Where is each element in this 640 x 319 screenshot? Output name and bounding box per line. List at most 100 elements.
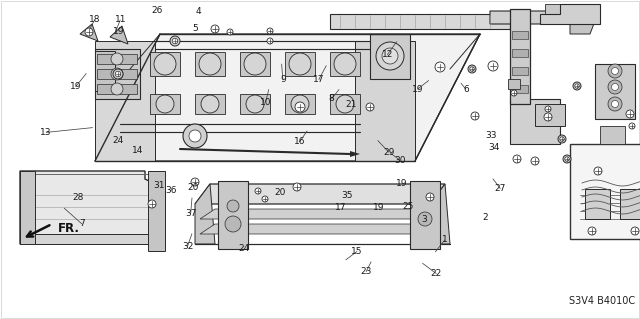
Text: 25: 25 [403,202,414,211]
Polygon shape [20,171,35,244]
Text: 17: 17 [335,204,346,212]
Circle shape [189,130,201,142]
Polygon shape [620,189,640,219]
Circle shape [608,80,622,94]
Polygon shape [80,24,98,41]
Text: 10: 10 [260,98,271,107]
Polygon shape [570,21,595,34]
Circle shape [629,123,635,129]
Text: 1: 1 [442,235,447,244]
Polygon shape [430,184,450,244]
Bar [97,54,137,64]
Bar [97,69,137,79]
Bar [512,85,528,93]
Text: 20: 20 [188,183,199,192]
Circle shape [611,84,618,91]
Polygon shape [195,184,445,204]
Polygon shape [545,4,598,19]
Polygon shape [330,14,510,29]
Text: 20: 20 [275,188,286,197]
Text: 19: 19 [373,204,385,212]
Polygon shape [95,51,115,91]
Circle shape [170,36,180,46]
Polygon shape [110,26,128,44]
Polygon shape [20,234,165,244]
Polygon shape [355,41,415,161]
Circle shape [545,106,551,112]
Circle shape [111,83,123,95]
Text: 30: 30 [394,156,406,165]
Text: 28: 28 [72,193,84,202]
Text: 24: 24 [113,137,124,145]
Text: 36: 36 [166,186,177,195]
Text: 14: 14 [132,146,143,155]
Circle shape [513,155,521,163]
Circle shape [227,200,239,212]
Circle shape [631,227,639,235]
Text: 34: 34 [488,143,500,152]
Text: 33: 33 [486,131,497,140]
Bar [512,49,528,57]
Text: 12: 12 [381,50,393,59]
Polygon shape [200,209,440,219]
Text: 21: 21 [345,100,356,109]
Text: 8: 8 [329,94,334,103]
Text: 2: 2 [483,213,488,222]
Circle shape [608,97,622,111]
Circle shape [156,95,174,113]
Circle shape [183,124,207,148]
Polygon shape [595,64,635,119]
Polygon shape [585,189,610,219]
Circle shape [611,68,618,75]
Circle shape [191,178,199,186]
Polygon shape [350,151,360,157]
Polygon shape [195,94,225,114]
Polygon shape [240,94,270,114]
Text: 6: 6 [463,85,468,94]
Text: 23: 23 [360,267,372,276]
Circle shape [470,67,474,71]
Circle shape [382,48,398,64]
Polygon shape [95,49,140,99]
Circle shape [115,71,121,77]
Text: 32: 32 [182,242,193,251]
Circle shape [531,157,539,165]
Polygon shape [148,171,165,251]
Text: 16: 16 [294,137,305,146]
Text: 7: 7 [79,219,84,228]
Circle shape [488,61,498,71]
Circle shape [594,167,602,175]
Bar [570,144,640,239]
Circle shape [295,102,305,112]
Text: 4: 4 [196,7,201,16]
Circle shape [111,53,123,65]
Circle shape [172,38,178,44]
Bar [508,79,520,89]
Text: 19: 19 [70,82,81,91]
Circle shape [560,137,564,141]
Circle shape [211,25,219,33]
Polygon shape [95,34,480,161]
Text: FR.: FR. [58,221,80,234]
Circle shape [611,100,618,108]
Text: 17: 17 [313,75,324,84]
Circle shape [289,53,311,75]
Circle shape [608,64,622,78]
Polygon shape [510,99,560,144]
Polygon shape [150,52,180,76]
Circle shape [267,38,273,44]
Circle shape [558,135,566,143]
Circle shape [564,157,569,161]
Polygon shape [218,181,248,249]
Polygon shape [540,4,600,24]
Text: 37: 37 [185,209,196,218]
Polygon shape [150,94,180,114]
Polygon shape [510,9,530,104]
Circle shape [626,110,634,118]
Polygon shape [330,52,360,76]
Polygon shape [600,126,625,144]
Text: 35: 35 [341,191,353,200]
Text: S3V4 B4010C: S3V4 B4010C [569,296,635,306]
Text: 9: 9 [280,75,285,84]
Circle shape [426,193,434,201]
